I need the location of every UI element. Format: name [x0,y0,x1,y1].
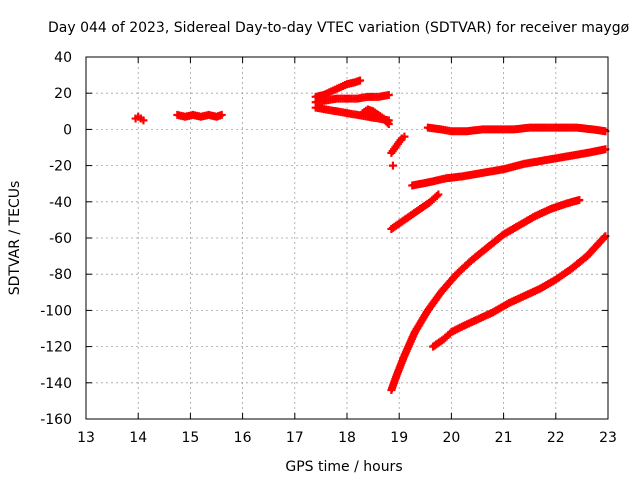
x-tick-label: 20 [442,430,460,446]
y-tick-label: 20 [54,86,72,102]
y-tick-label: -80 [49,267,72,283]
y-tick-label: -160 [40,412,72,428]
x-tick-label: 17 [286,430,304,446]
x-axis-label: GPS time / hours [285,459,402,475]
x-tick-label: 22 [547,430,565,446]
series-arc-1 [131,112,148,125]
series-arc-6 [358,105,393,128]
y-tick-label: 0 [63,122,72,138]
y-tick-label: -120 [40,340,72,356]
series-arc-13 [429,232,610,351]
x-tick-label: 18 [338,430,356,446]
grid [86,57,608,419]
series-arc-12 [387,195,584,395]
series-arc-11 [387,190,443,233]
x-tick-label: 23 [599,430,617,446]
x-tick-label: 15 [181,430,199,446]
data-point [575,195,584,204]
series-arc-10 [408,145,610,190]
data-point [356,76,365,85]
y-tick-label: -40 [49,195,72,211]
y-tick-label: -100 [40,303,72,319]
interp-marker [600,233,609,242]
data-point [384,119,393,128]
x-tick-label: 13 [77,430,95,446]
data-point [139,116,148,125]
y-tick-label: -140 [40,376,72,392]
series-arc-8 [388,161,397,170]
x-tick-label: 16 [234,430,252,446]
data-point [384,91,393,100]
series-arc-2 [173,110,226,121]
plot-frame [85,56,609,420]
data-point [217,110,226,119]
axis-ticks: 13 14 15 16 17 18 19 20 21 22 23 -160 -140 -120 -100 -8… [40,50,617,446]
data-point [434,190,443,199]
interp-marker [383,118,392,127]
series-arc-7 [387,132,409,157]
data-point [388,161,397,170]
y-axis-label: SDTVAR / TECUs [7,181,23,296]
data-point [400,132,409,141]
series-arc-9 [423,123,610,136]
series-arc-4 [311,91,393,107]
y-tick-label: -20 [49,159,72,175]
chart-title: Day 044 of 2023, Sidereal Day-to-day VTE… [48,20,630,36]
y-tick-label: 40 [54,50,72,66]
x-tick-label: 19 [390,430,408,446]
data-points [131,76,610,395]
x-tick-label: 21 [495,430,513,446]
y-tick-label: -60 [49,231,72,247]
interp-marker [432,192,441,201]
x-tick-label: 14 [129,430,147,446]
